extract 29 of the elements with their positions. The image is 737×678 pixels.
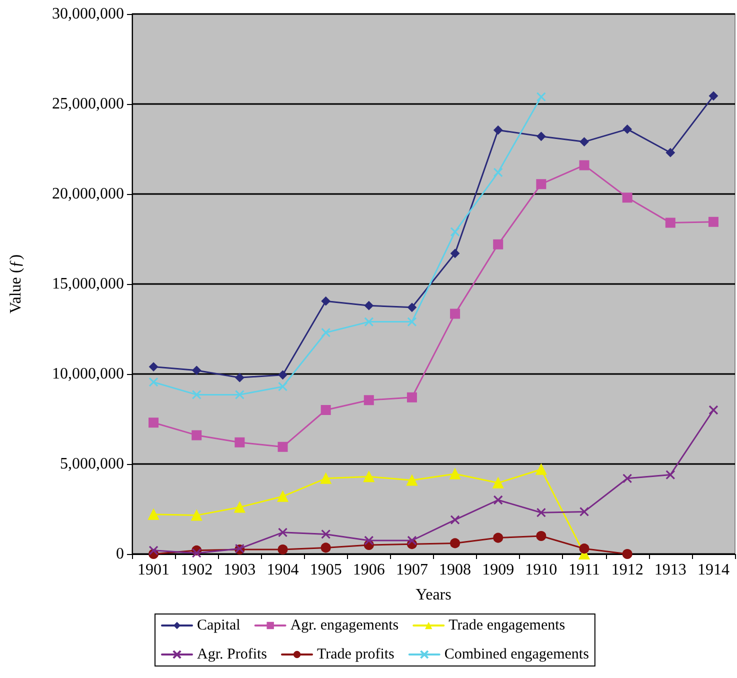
x-tick-label: 1903 <box>224 562 256 578</box>
x-tick-label: 1906 <box>352 562 385 578</box>
x-tick-label: 1909 <box>482 562 514 578</box>
legend-label: Trade profits <box>317 646 395 662</box>
x-axis-title: Years <box>416 586 452 604</box>
x-tick-label: 1901 <box>138 562 170 578</box>
legend-label: Trade engagements <box>448 618 566 634</box>
y-tick-label: 30,000,000 <box>52 6 124 22</box>
x-tick-label: 1905 <box>310 562 342 578</box>
y-tick-label: 15,000,000 <box>52 276 124 292</box>
x-tick-label: 1912 <box>611 562 644 578</box>
y-axis-title: Value (ƒ) <box>8 254 24 314</box>
y-tick-label: 0 <box>116 546 124 562</box>
x-tick-label: 1904 <box>266 562 299 578</box>
legend-label: Capital <box>197 618 240 634</box>
x-tick-label: 1902 <box>180 562 213 578</box>
y-tick-label: 20,000,000 <box>52 186 124 202</box>
x-tick-label: 1908 <box>439 562 472 578</box>
legend-label: Combined engagements <box>444 646 590 662</box>
x-tick-label: 1914 <box>697 562 730 578</box>
y-tick-label: 10,000,000 <box>52 366 124 382</box>
y-tick-label: 5,000,000 <box>60 456 124 472</box>
y-tick-label: 25,000,000 <box>52 96 124 112</box>
x-tick-label: 1913 <box>654 562 686 578</box>
x-tick-label: 1910 <box>525 562 558 578</box>
x-tick-label: 1907 <box>396 562 428 578</box>
legend-label: Agr. Profits <box>197 646 268 662</box>
legend-label: Agr. engagements <box>290 618 399 634</box>
x-tick-label: 1911 <box>568 562 600 578</box>
